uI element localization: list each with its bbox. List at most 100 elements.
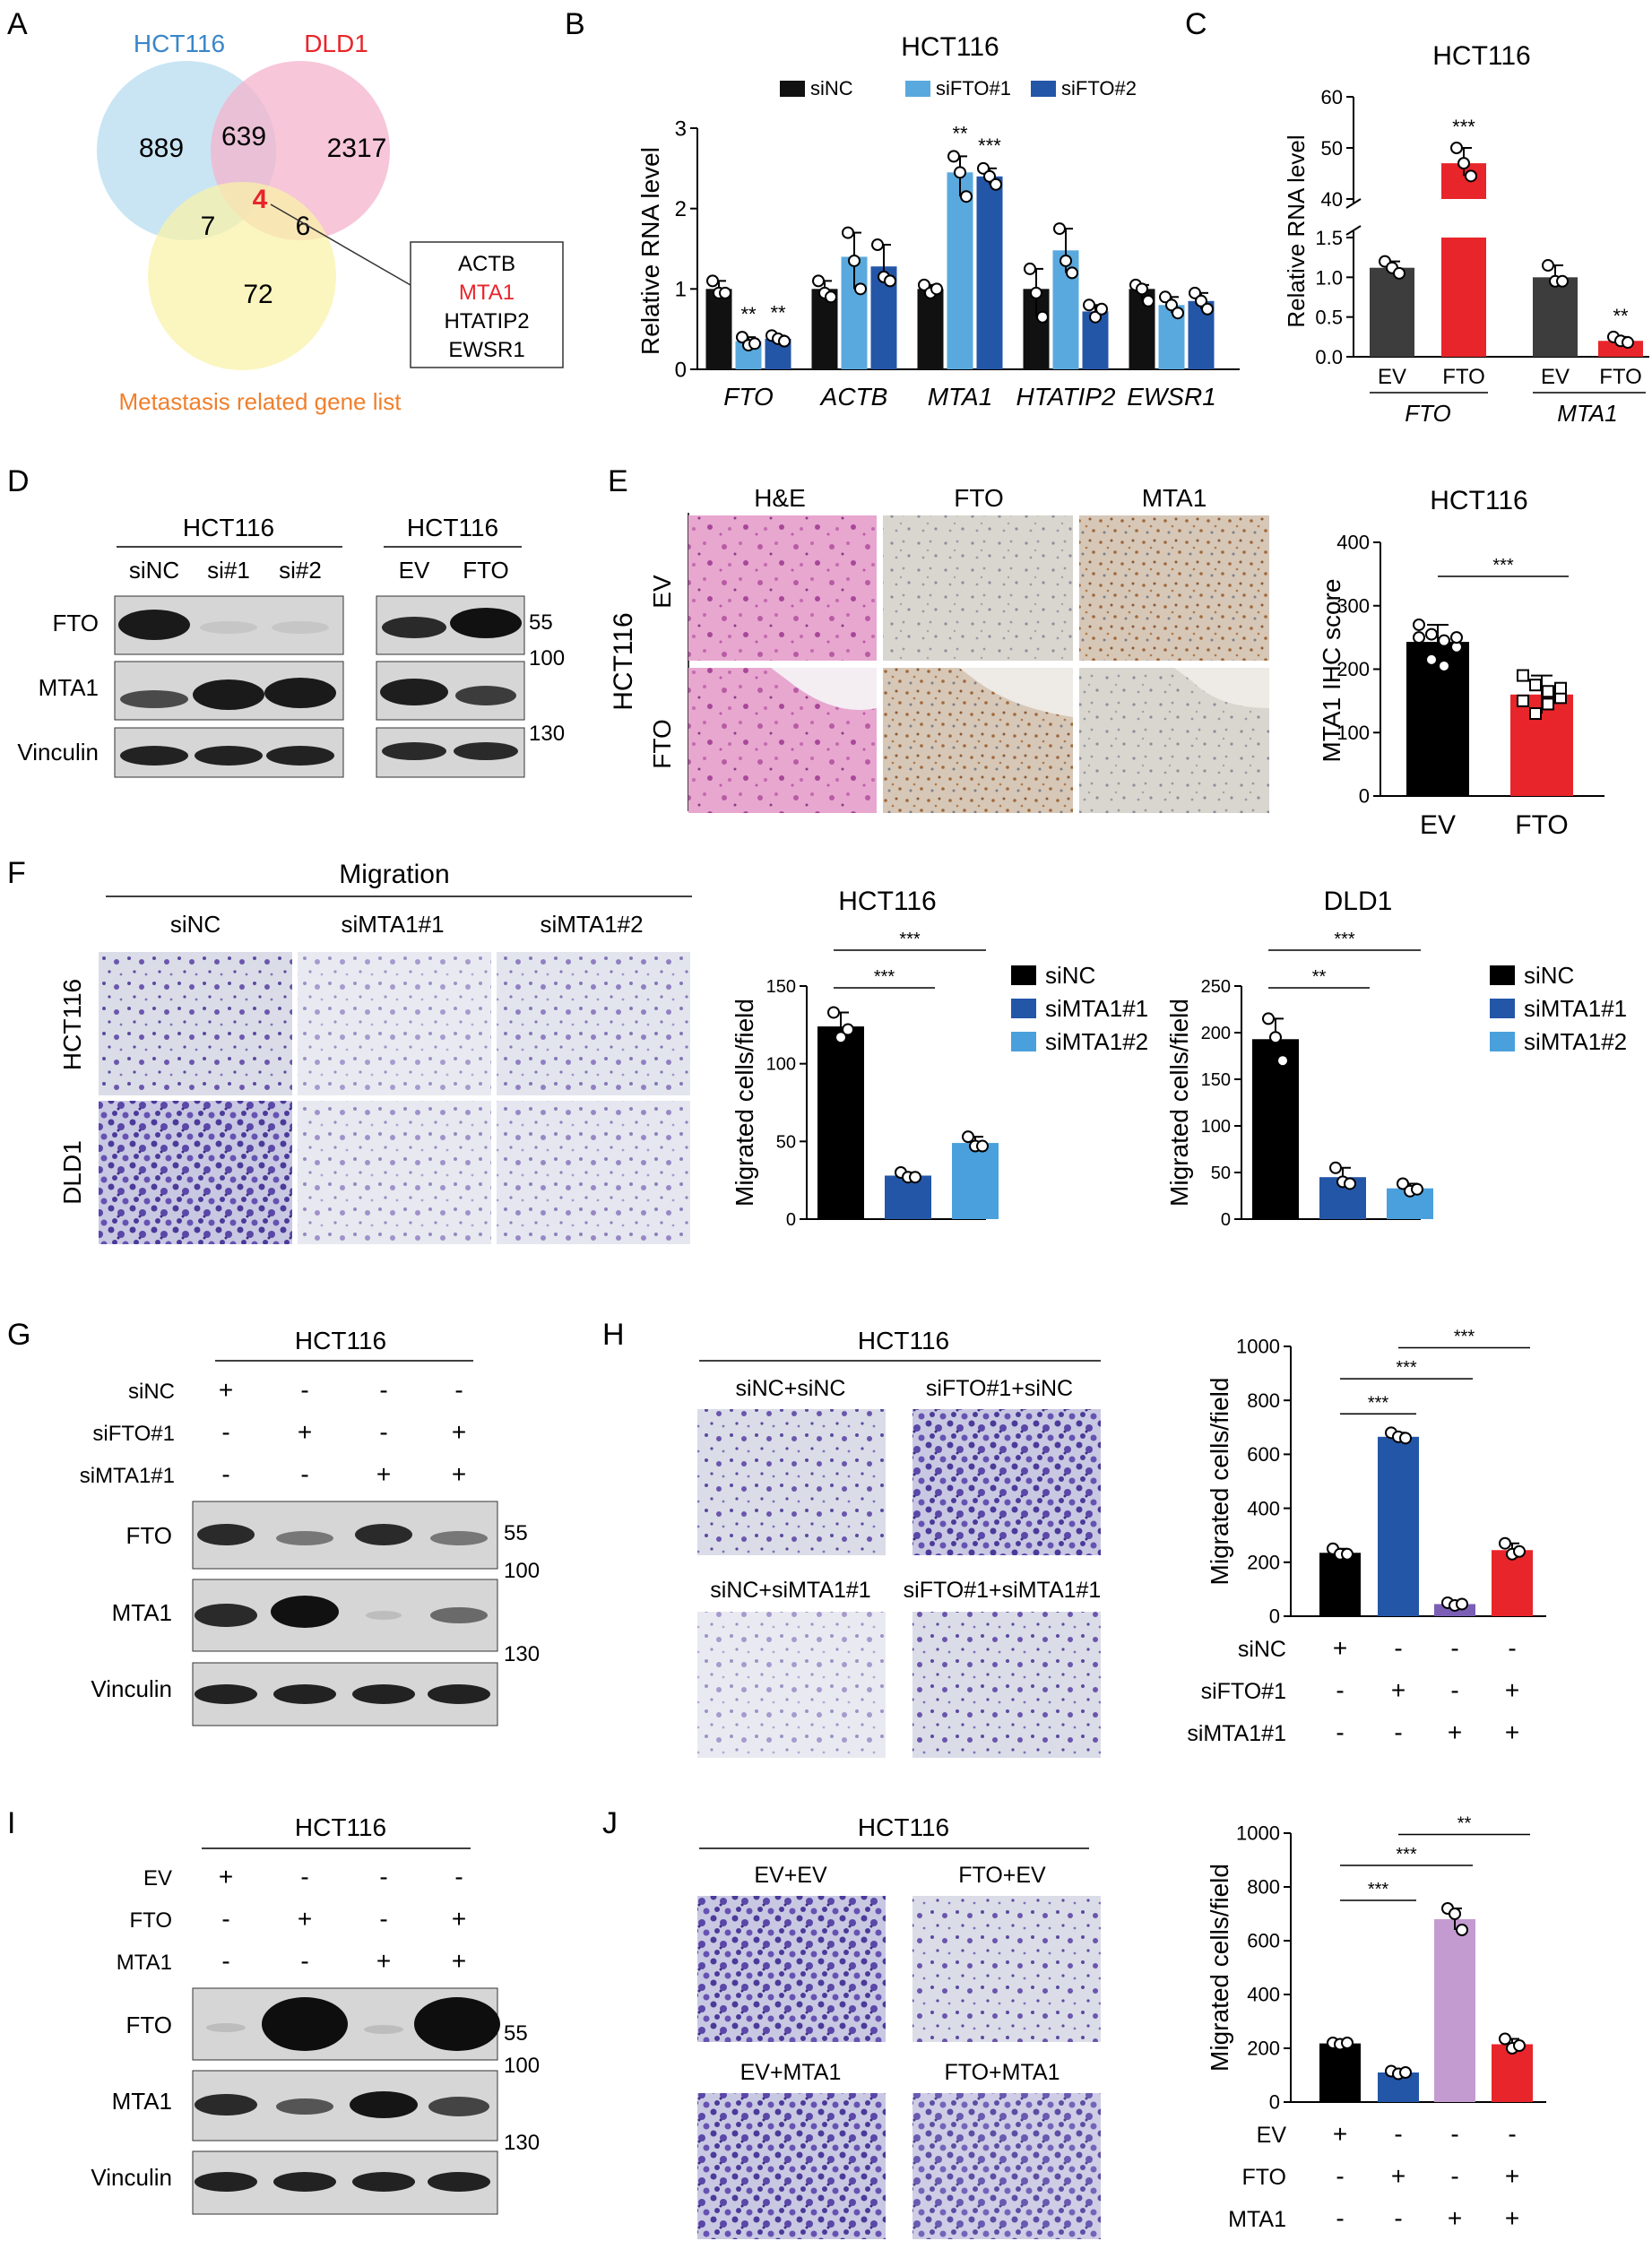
blot-band [200,621,257,634]
condition-label: siMTA1#1 [1187,1721,1286,1746]
blot-band [428,1684,490,1704]
bar [1441,238,1486,357]
condition-label: FTO [129,1908,172,1933]
transwell-image [497,952,690,1095]
blot-band [272,621,329,634]
chart-title: HCT116 [838,887,936,916]
legend-swatch [1490,999,1515,1018]
gene-list-item: HTATIP2 [444,309,529,333]
data-point [1397,1177,1409,1190]
blot-band [273,1684,336,1704]
data-point [918,278,930,291]
transwell-image [298,1101,491,1244]
blot-band [352,1684,415,1704]
transwell-row-label: DLD1 [58,1140,86,1205]
transwell-title: HCT116 [858,1813,949,1841]
condition-signs: + - - - - + - + - - + + [219,1863,466,1975]
significance-label: ** [1457,1814,1472,1834]
y-tick-label: 0 [675,358,687,382]
bar [952,1143,999,1219]
y-tick-label: 600 [1247,1930,1280,1952]
transwell-image [99,952,292,1095]
venn-pointer-arrow [270,203,411,286]
data-point [1449,1908,1461,1920]
y-tick-label: 100 [766,1055,796,1075]
y-axis-label: Relative RNA level [636,147,664,355]
data-point [960,190,973,203]
condition-sign: + [298,1418,312,1446]
data-point [1465,169,1477,183]
blot-band [120,746,188,766]
gene-list-item: MTA1 [459,281,515,305]
y-tick-label: 0 [1269,2091,1280,2114]
lane-label: FTO [463,557,509,584]
panel-e: E H&E FTO MTA1 HCT116 EV FTO HCT116 0 100 2… [608,464,1604,840]
panel-b: B HCT116 siNC siFTO#1 siFTO#2 0 1 2 3 Relative R… [565,7,1240,411]
bar [1370,267,1414,357]
blot-row-label: FTO [125,2012,172,2038]
mw-marker: 100 [504,1559,540,1583]
blot-band [382,617,446,638]
y-tick-label: 150 [1201,1070,1231,1090]
x-tick-label: EV [1541,365,1570,389]
transwell-row-label: HCT116 [58,979,86,1070]
bar [817,1026,864,1219]
blot-row-label: MTA1 [112,2088,172,2115]
condition-sign: - [1394,2120,1402,2148]
transwell-label: FTO+EV [958,1863,1046,1888]
x-tick-label: EWSR1 [1127,383,1216,411]
blot-row-label: Vinculin [17,739,99,766]
data-point [1413,618,1425,631]
blot-band [366,1611,402,1620]
significance-label: *** [1368,1880,1389,1899]
legend-label: siMTA1#2 [1524,1028,1627,1055]
significance-label: ** [740,303,757,325]
data-point [1399,1432,1412,1445]
y-tick-label: 200 [1201,1024,1231,1043]
y-tick-label: 1000 [1236,1336,1280,1358]
blot-band [195,1684,257,1704]
legend-swatch [1011,1032,1036,1051]
y-axis-label: Migrated cells/field [1206,1864,1233,2072]
blot-band [276,2098,333,2115]
condition-sign: - [1508,1634,1516,1662]
condition-sign: - [379,1863,387,1891]
data-point [1066,266,1078,280]
data-point [1622,336,1634,350]
legend-swatch [1011,965,1036,985]
data-point [835,1031,847,1044]
blot-band [450,608,522,638]
mw-marker: 130 [504,1642,540,1666]
transwell-title: HCT116 [858,1327,949,1354]
y-tick-label: 1000 [1236,1822,1280,1845]
venn-label-dld1: DLD1 [304,30,368,57]
data-point [1053,222,1066,236]
y-tick-label: 50 [1321,137,1343,160]
condition-sign: + [1448,2204,1462,2232]
y-tick-label: 60 [1321,86,1343,108]
ihc-col-label: MTA1 [1142,484,1207,512]
blot-title: HCT116 [295,1327,386,1354]
data-point [812,274,825,288]
condition-sign: + [1505,1718,1519,1746]
data-point [736,331,748,344]
panel-letter-c: C [1185,7,1207,41]
chart-title: HCT116 [1432,41,1530,71]
condition-sign: + [452,1905,466,1933]
condition-label: EV [143,1866,172,1891]
tissue-tear [1174,668,1269,708]
data-point [1195,294,1207,307]
panel-letter-b: B [565,7,585,41]
y-tick-label: 300 [1336,594,1370,617]
x-tick-label: FTO [1515,810,1568,840]
blot-band [262,1997,348,2051]
data-point [1341,1547,1354,1561]
x-tick-label: ACTB [819,383,888,411]
bar [947,172,973,369]
data-point [871,238,884,252]
data-point [1425,653,1438,666]
blot-band [382,742,446,760]
condition-sign: - [221,1460,229,1488]
y-tick-label: 250 [1201,977,1231,997]
